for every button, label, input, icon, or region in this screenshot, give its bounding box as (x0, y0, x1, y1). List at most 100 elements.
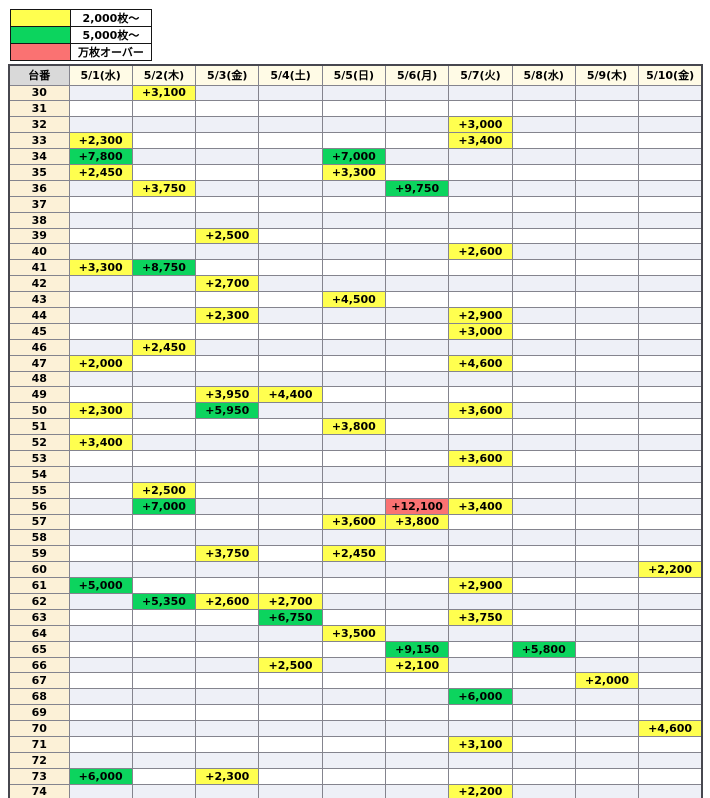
value-cell (574, 656, 640, 674)
value-cell (448, 767, 513, 785)
machine-number-cell: 65 (8, 640, 70, 658)
value-cell (574, 291, 640, 308)
machine-number-cell: 44 (8, 306, 70, 324)
value-cell (258, 306, 323, 324)
value-cell (68, 529, 133, 547)
value-cell (131, 163, 197, 181)
value-cell (68, 704, 133, 722)
machine-number-cell: 33 (8, 132, 70, 150)
value-cell (258, 243, 323, 261)
value-cell: +5,950 (195, 402, 260, 420)
value-cell (448, 481, 513, 499)
value-cell (638, 275, 703, 293)
value-cell: +2,900 (448, 577, 513, 594)
value-cell (258, 434, 323, 451)
value-cell (258, 561, 323, 579)
value-cell (638, 338, 703, 356)
value-cell (68, 449, 133, 467)
value-cell: +3,400 (448, 132, 513, 150)
value-cell (574, 195, 640, 213)
table-row: 45 +3,000 (8, 322, 703, 340)
legend-label: 5,000枚～ (70, 26, 152, 44)
date-header: 5/2(木) (131, 64, 197, 86)
value-cell: +3,600 (448, 402, 513, 420)
date-header: 5/4(土) (258, 64, 323, 86)
value-cell (131, 449, 197, 467)
value-cell (131, 402, 197, 420)
value-cell (638, 132, 703, 150)
value-cell (384, 577, 450, 594)
value-cell (195, 243, 260, 261)
machine-number-cell: 72 (8, 751, 70, 769)
value-cell (131, 767, 197, 785)
value-cell (638, 465, 703, 483)
value-cell (68, 672, 133, 690)
date-header: 5/5(日) (321, 64, 386, 86)
value-cell (448, 259, 513, 277)
value-cell (638, 672, 703, 690)
machine-number-cell: 38 (8, 211, 70, 229)
value-cell (574, 783, 640, 798)
value-cell (131, 672, 197, 690)
value-cell (258, 338, 323, 356)
value-cell (384, 449, 450, 467)
corner-header: 台番 (8, 64, 70, 86)
value-cell (574, 513, 640, 531)
value-cell (574, 354, 640, 372)
value-cell (384, 163, 450, 181)
value-cell (258, 322, 323, 340)
table-row: 46 +2,450 (8, 338, 703, 356)
value-cell (638, 434, 703, 451)
value-cell (68, 624, 133, 642)
table-row: 33 +2,300 +3,400 (8, 132, 703, 150)
value-cell (574, 529, 640, 547)
value-cell (384, 322, 450, 340)
value-cell (574, 481, 640, 499)
value-cell (384, 338, 450, 356)
value-cell (258, 736, 323, 753)
value-cell (131, 465, 197, 483)
value-cell (448, 148, 513, 165)
value-cell (195, 672, 260, 690)
value-cell (638, 100, 703, 118)
value-cell (68, 338, 133, 356)
value-cell (574, 259, 640, 277)
value-cell (448, 84, 513, 102)
value-cell (258, 497, 323, 515)
value-cell (384, 608, 450, 626)
value-cell: +2,600 (195, 593, 260, 610)
value-cell (258, 577, 323, 594)
value-cell (448, 561, 513, 579)
value-cell: +2,300 (195, 767, 260, 785)
value-cell (258, 259, 323, 277)
value-cell (448, 275, 513, 293)
value-cell (574, 751, 640, 769)
value-cell: +6,000 (68, 767, 133, 785)
value-cell (195, 322, 260, 340)
machine-number-cell: 55 (8, 481, 70, 499)
value-cell (321, 275, 386, 293)
value-cell (511, 227, 576, 245)
value-cell (321, 751, 386, 769)
legend-swatch-red (10, 43, 71, 61)
value-cell (448, 672, 513, 690)
value-cell (384, 767, 450, 785)
value-cell (258, 465, 323, 483)
value-cell (68, 211, 133, 229)
value-cell (195, 751, 260, 769)
value-cell (195, 513, 260, 531)
value-cell (321, 608, 386, 626)
value-cell (131, 640, 197, 658)
value-cell: +3,100 (448, 736, 513, 753)
value-cell (68, 227, 133, 245)
machine-number-cell: 58 (8, 529, 70, 547)
table-row: 68 +6,000 (8, 688, 703, 706)
value-cell (68, 306, 133, 324)
value-cell: +6,000 (448, 688, 513, 706)
value-cell (131, 434, 197, 451)
value-cell (195, 338, 260, 356)
value-cell: +9,750 (384, 179, 450, 197)
value-cell (131, 783, 197, 798)
value-cell: +6,750 (258, 608, 323, 626)
